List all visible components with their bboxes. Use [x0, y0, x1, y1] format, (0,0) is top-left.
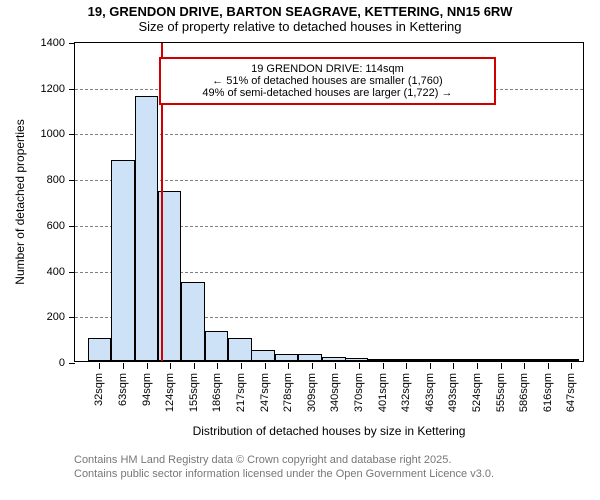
xtick-mark	[241, 363, 242, 369]
histogram-bar	[322, 357, 346, 361]
footnote-1: Contains HM Land Registry data © Crown c…	[74, 454, 451, 466]
ytick-label: 0	[59, 357, 65, 369]
ytick-mark	[69, 43, 75, 44]
histogram-bar	[462, 359, 486, 361]
xtick-mark	[147, 363, 148, 369]
xtick-mark	[217, 363, 218, 369]
histogram-bar	[298, 354, 322, 361]
xtick-mark	[288, 363, 289, 369]
ytick-label: 400	[47, 266, 65, 278]
chart-title: 19, GRENDON DRIVE, BARTON SEAGRAVE, KETT…	[0, 0, 600, 19]
xtick-label: 555sqm	[495, 373, 507, 412]
xtick-mark	[312, 363, 313, 369]
ytick-label: 600	[47, 220, 65, 232]
histogram-bar	[251, 350, 275, 361]
xtick-label: 524sqm	[471, 373, 483, 412]
footnote-2: Contains public sector information licen…	[74, 468, 494, 480]
ytick-mark	[69, 89, 75, 90]
xtick-label: 616sqm	[542, 373, 554, 412]
ytick-mark	[69, 363, 75, 364]
histogram-bar	[88, 338, 112, 361]
xtick-label: 401sqm	[377, 373, 389, 412]
xtick-label: 217sqm	[235, 373, 247, 412]
xtick-label: 155sqm	[188, 373, 200, 412]
xtick-mark	[359, 363, 360, 369]
x-axis-label: Distribution of detached houses by size …	[193, 424, 466, 438]
xtick-mark	[501, 363, 502, 369]
ytick-label: 1200	[41, 83, 65, 95]
ytick-label: 800	[47, 174, 65, 186]
xtick-mark	[524, 363, 525, 369]
histogram-bar	[438, 359, 462, 361]
xtick-mark	[335, 363, 336, 369]
y-axis-label: Number of detached properties	[13, 119, 27, 284]
xtick-mark	[548, 363, 549, 369]
ytick-label: 1000	[41, 128, 65, 140]
annotation-line: 49% of semi-detached houses are larger (…	[161, 87, 494, 99]
histogram-bar	[135, 96, 159, 361]
xtick-label: 340sqm	[329, 373, 341, 412]
xtick-mark	[383, 363, 384, 369]
xtick-label: 463sqm	[424, 373, 436, 412]
xtick-label: 186sqm	[211, 373, 223, 412]
xtick-label: 32sqm	[93, 373, 105, 406]
annotation-box: 19 GRENDON DRIVE: 114sqm← 51% of detache…	[159, 57, 496, 105]
histogram-bar	[509, 359, 533, 361]
xtick-label: 94sqm	[141, 373, 153, 406]
histogram-bar	[392, 359, 416, 361]
ytick-mark	[69, 180, 75, 181]
ytick-label: 200	[47, 311, 65, 323]
histogram-bar	[345, 358, 369, 361]
xtick-label: 432sqm	[400, 373, 412, 412]
xtick-mark	[194, 363, 195, 369]
xtick-label: 647sqm	[565, 373, 577, 412]
xtick-mark	[170, 363, 171, 369]
xtick-mark	[477, 363, 478, 369]
histogram-bar	[416, 359, 440, 361]
ytick-mark	[69, 226, 75, 227]
xtick-mark	[571, 363, 572, 369]
histogram-bar	[486, 359, 510, 361]
histogram-bar	[275, 354, 299, 361]
xtick-label: 278sqm	[282, 373, 294, 412]
xtick-mark	[453, 363, 454, 369]
xtick-label: 309sqm	[306, 373, 318, 412]
ytick-mark	[69, 272, 75, 273]
histogram-bar	[181, 282, 205, 361]
xtick-label: 586sqm	[518, 373, 530, 412]
histogram-bar	[205, 331, 229, 361]
xtick-label: 493sqm	[447, 373, 459, 412]
histogram-bar	[228, 338, 252, 361]
xtick-mark	[406, 363, 407, 369]
ytick-mark	[69, 317, 75, 318]
plot-inner: 020040060080010001200140032sqm63sqm94sqm…	[75, 43, 583, 361]
histogram-bar	[111, 160, 135, 361]
xtick-mark	[430, 363, 431, 369]
xtick-label: 124sqm	[164, 373, 176, 412]
annotation-line: 19 GRENDON DRIVE: 114sqm	[161, 63, 494, 75]
histogram-bar	[556, 359, 580, 361]
histogram-bar	[532, 359, 556, 361]
annotation-line: ← 51% of detached houses are smaller (1,…	[161, 75, 494, 87]
ytick-mark	[69, 134, 75, 135]
xtick-label: 370sqm	[353, 373, 365, 412]
xtick-mark	[99, 363, 100, 369]
chart-subtitle: Size of property relative to detached ho…	[0, 19, 600, 34]
ytick-label: 1400	[41, 37, 65, 49]
histogram-bar	[368, 359, 392, 361]
xtick-label: 63sqm	[117, 373, 129, 406]
xtick-mark	[265, 363, 266, 369]
xtick-label: 247sqm	[259, 373, 271, 412]
xtick-mark	[123, 363, 124, 369]
chart-area: 020040060080010001200140032sqm63sqm94sqm…	[74, 42, 584, 362]
